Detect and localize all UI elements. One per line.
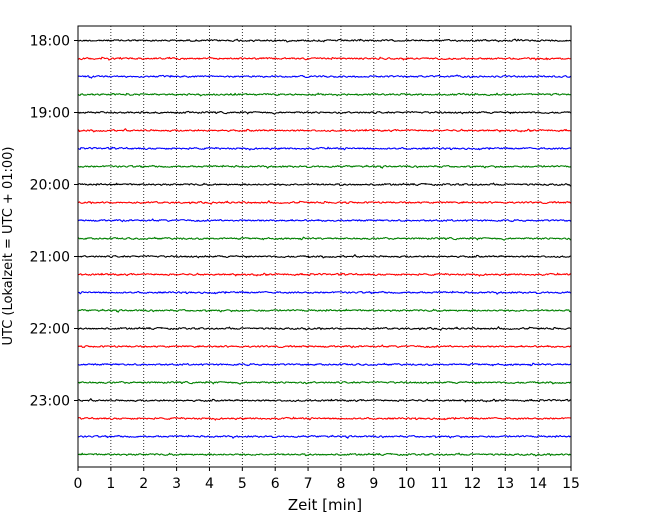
- x-tick-label: 7: [304, 476, 313, 492]
- y-axis-label: UTC (Lokalzeit = UTC + 01:00): [1, 147, 16, 346]
- plot-frame: [77, 25, 572, 468]
- trace-2300: [77, 398, 572, 403]
- trace-1845: [77, 92, 572, 97]
- x-tick-label: 6: [271, 476, 280, 492]
- trace-2230: [77, 362, 572, 367]
- trace-2100: [77, 254, 572, 259]
- x-tick-label: 13: [496, 476, 514, 492]
- x-tick-label: 2: [139, 476, 148, 492]
- trace-2200: [77, 326, 572, 331]
- trace-2330: [77, 434, 572, 439]
- trace-2045: [77, 236, 572, 241]
- trace-1830: [77, 74, 572, 79]
- x-tick-label: 0: [74, 476, 83, 492]
- trace-2030: [77, 218, 572, 223]
- x-tick-label: 15: [562, 476, 580, 492]
- x-tick-label: 9: [369, 476, 378, 492]
- trace-2015: [77, 200, 572, 205]
- x-axis-label: Zeit [min]: [288, 496, 362, 514]
- y-axis-ticks: 18:00 19:00 20:00 21:00 22:00 23:00: [30, 34, 78, 410]
- trace-2315: [77, 416, 572, 421]
- seismic-traces: [77, 38, 572, 457]
- trace-2245: [77, 380, 572, 385]
- y-tick-label: 21:00: [30, 250, 70, 266]
- trace-2115: [77, 272, 572, 277]
- y-tick-label: 22:00: [30, 322, 70, 338]
- x-tick-label: 8: [336, 476, 345, 492]
- x-tick-label: 5: [238, 476, 247, 492]
- x-tick-label: 4: [205, 476, 214, 492]
- trace-2000: [77, 182, 572, 187]
- trace-1945: [77, 164, 572, 169]
- trace-2345: [77, 452, 572, 457]
- trace-1915: [77, 128, 572, 133]
- x-tick-label: 12: [463, 476, 481, 492]
- y-tick-label: 20:00: [30, 178, 70, 194]
- trace-2130: [77, 290, 572, 295]
- x-axis-ticks: 0 1 2 3 4 5 6 7 8 9 10 11 12 13 14 15: [74, 467, 580, 492]
- x-tick-label: 1: [106, 476, 115, 492]
- x-tick-label: 14: [529, 476, 547, 492]
- trace-2215: [77, 344, 572, 349]
- trace-1815: [77, 56, 572, 61]
- trace-1930: [77, 146, 572, 151]
- y-tick-label: 23:00: [30, 394, 70, 410]
- x-tick-label: 10: [398, 476, 416, 492]
- x-tick-label: 3: [172, 476, 181, 492]
- x-tick-label: 11: [431, 476, 449, 492]
- y-tick-label: 19:00: [30, 106, 70, 122]
- trace-1900: [77, 110, 572, 115]
- y-tick-label: 18:00: [30, 34, 70, 50]
- trace-1800: [77, 38, 572, 43]
- trace-2145: [77, 308, 572, 313]
